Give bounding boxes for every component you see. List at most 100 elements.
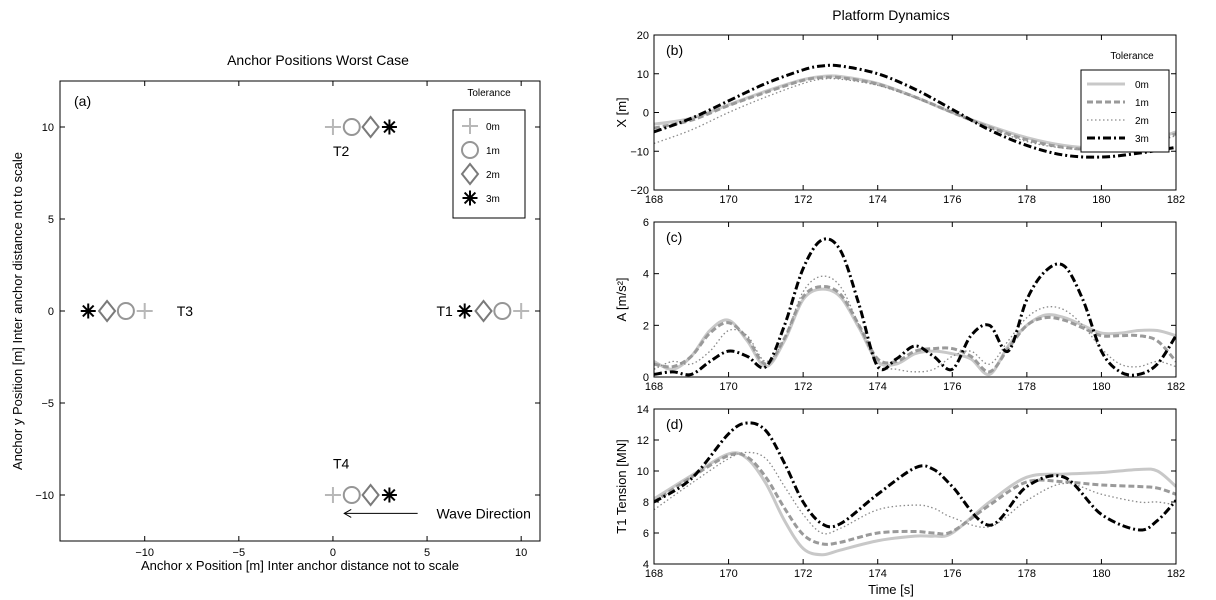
anchor-marker-3m [381, 119, 397, 135]
x-tick-label: 170 [719, 381, 737, 393]
x-tick-label: 182 [1167, 194, 1185, 206]
anchor-marker-1m [493, 302, 512, 320]
series-3m [654, 63, 1176, 159]
annotation-wave-direction: Wave Direction [436, 505, 530, 521]
anchor-marker-0m [136, 303, 153, 319]
x-tick-label: 174 [869, 568, 887, 580]
panel-c: 168 170 172 174 176 178 180 182 0 2 4 6 (c) A [m/s²] [614, 217, 1185, 393]
series-2m [654, 451, 1176, 535]
series-lines [654, 237, 1176, 377]
y-axis-label: A [m/s²] [614, 277, 629, 321]
y-tick-label: 20 [637, 30, 649, 42]
platform-dynamics-panels: 168 170 172 174 176 178 180 182−20−1001020(b)X … [614, 30, 1185, 580]
y-tick-label: −10 [630, 146, 649, 158]
panel-a-y-tick-label: −10 [35, 490, 54, 502]
anchor-marker-2m [361, 115, 380, 139]
x-tick-label: 172 [794, 194, 812, 206]
y-tick-label: 0 [643, 108, 649, 120]
series-0m [654, 287, 1176, 377]
anchor-positions-panel: Anchor Positions Worst Case (a) −10 −5 0 5 1… [10, 52, 541, 573]
panel-a-annotations: T1 T2 T3 T4 Wave Direction [177, 143, 531, 521]
annotation-t4: T4 [333, 456, 350, 472]
panel-a-y-tick-label: 10 [42, 122, 54, 134]
panel-a-x-tick-label: 10 [515, 547, 527, 559]
y-axis-label: X [m] [614, 97, 629, 127]
anchor-marker-0m [324, 487, 341, 503]
series-3m [654, 237, 1176, 377]
panel-a-y-tick-label: −5 [41, 398, 54, 410]
series-3m [654, 421, 1176, 532]
y-tick-label: −20 [630, 185, 649, 197]
x-tick-label: 182 [1167, 568, 1185, 580]
annotation-t3: T3 [177, 303, 194, 319]
panel-a-y-tick-label: 0 [48, 306, 54, 318]
legend-label-3m: 3m [486, 194, 500, 205]
time-axis-label: Time [s] [868, 582, 914, 597]
panel-a-markers [80, 115, 530, 507]
x-tick-label: 176 [943, 194, 961, 206]
panel-label: (c) [666, 229, 682, 245]
y-tick-label: 4 [643, 269, 649, 281]
panel-a-title: Anchor Positions Worst Case [227, 52, 409, 68]
series-1m [654, 285, 1176, 374]
x-tick-label: 180 [1092, 568, 1110, 580]
annotation-t1: T1 [436, 303, 453, 319]
axes-frame [653, 221, 1177, 378]
series-2m [654, 275, 1176, 373]
y-tick-label: 6 [643, 528, 649, 540]
y-tick-label: 10 [637, 69, 649, 81]
x-tick-label: 182 [1167, 381, 1185, 393]
anchor-marker-1m [116, 302, 135, 320]
y-tick-label: 14 [637, 404, 649, 416]
panel-a-x-label: Anchor x Position [m] Inter anchor dista… [141, 558, 459, 573]
legend-marker-0m [462, 118, 478, 134]
y-tick-label: 12 [637, 435, 649, 447]
y-tick-label: 0 [643, 372, 649, 384]
panel-a-x-tick-label: 5 [424, 547, 430, 559]
x-tick-label: 172 [794, 381, 812, 393]
panel-a-legend: Tolerance 0m 1m 2m 3m [452, 88, 526, 219]
anchor-marker-2m [361, 483, 380, 507]
anchor-marker-1m [342, 486, 361, 504]
y-tick-label: 8 [643, 497, 649, 509]
annotation-t2: T2 [333, 143, 350, 159]
x-tick-label: 170 [719, 194, 737, 206]
panel-label: (b) [666, 42, 683, 58]
panel-label: (d) [666, 416, 683, 432]
line-legend: Tolerance 0m 1m 2m 3m [1080, 51, 1170, 153]
series-1m [654, 452, 1176, 546]
legend-label-0m: 0m [486, 122, 500, 133]
anchor-marker-0m [324, 119, 341, 135]
legend-box [1080, 69, 1170, 153]
x-tick-label: 172 [794, 568, 812, 580]
y-tick-label: 6 [643, 217, 649, 229]
legend-label-1m: 1m [486, 146, 500, 157]
anchor-marker-3m [457, 303, 473, 319]
x-tick-label: 168 [645, 568, 663, 580]
panel-a-label: (a) [74, 93, 91, 109]
wave-direction-arrow [343, 508, 418, 518]
panel-d: 168 170 172 174 176 178 180 182 4 6 8 10 12 14 (d) T1 T… [614, 404, 1185, 580]
legend-label-1m: 1m [1135, 98, 1149, 109]
x-tick-label: 176 [943, 381, 961, 393]
panel-a-x-tick-label: −5 [233, 547, 246, 559]
legend-label-2m: 2m [1135, 116, 1149, 127]
legend-label-2m: 2m [486, 170, 500, 181]
x-tick-label: 180 [1092, 194, 1110, 206]
x-tick-label: 174 [869, 381, 887, 393]
anchor-marker-1m [342, 118, 361, 136]
panel-a-legend-title: Tolerance [467, 88, 511, 99]
anchor-marker-3m [381, 487, 397, 503]
panel-a-y-tick-label: 5 [48, 214, 54, 226]
anchor-marker-2m [97, 299, 117, 323]
x-tick-label: 178 [1018, 194, 1036, 206]
panel-a-x-tick-label: −10 [135, 547, 154, 559]
panel-a-y-label: Anchor y Position [m] Inter anchor dista… [10, 152, 25, 470]
x-tick-label: 174 [869, 194, 887, 206]
x-tick-label: 178 [1018, 568, 1036, 580]
x-tick-label: 168 [645, 194, 663, 206]
series-0m [654, 451, 1176, 557]
y-tick-label: 2 [643, 320, 649, 332]
x-tick-label: 180 [1092, 381, 1110, 393]
